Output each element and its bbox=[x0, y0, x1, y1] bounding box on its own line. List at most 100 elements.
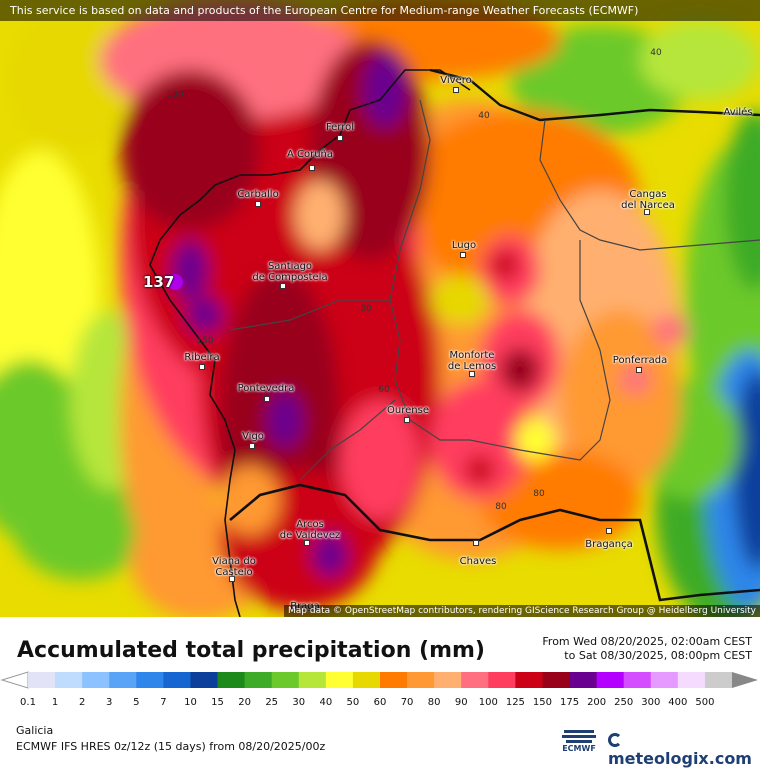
city-label: Ourense bbox=[387, 405, 429, 416]
city-label: A Coruña bbox=[286, 149, 334, 160]
city-dot bbox=[309, 165, 315, 171]
scale-tick-label: 100 bbox=[478, 697, 498, 708]
scale-swatch bbox=[380, 672, 408, 688]
city-label: Ribeira bbox=[184, 352, 220, 363]
city-dot bbox=[264, 396, 270, 402]
period-from: From Wed 08/20/2025, 02:00am CEST bbox=[542, 635, 752, 648]
city-label: Vigo bbox=[242, 431, 264, 442]
city-dot bbox=[636, 367, 642, 373]
scale-swatch bbox=[407, 672, 435, 688]
scale-swatch bbox=[623, 672, 652, 688]
city-label: Arcos de Valdevez bbox=[279, 519, 341, 541]
meteologix-logo-text: meteologix.com bbox=[608, 749, 752, 768]
scale-tick-label: 3 bbox=[106, 697, 113, 708]
scale-swatch bbox=[190, 672, 219, 688]
scale-tick-label: 250 bbox=[614, 697, 634, 708]
scale-tick-label: 150 bbox=[532, 697, 552, 708]
scale-swatch bbox=[596, 672, 625, 688]
meteologix-icon bbox=[608, 733, 622, 747]
contour-label: 40 bbox=[478, 111, 490, 121]
city-dot bbox=[229, 576, 235, 582]
city-dot bbox=[255, 201, 261, 207]
scale-tick-label: 5 bbox=[133, 697, 140, 708]
scale-swatch bbox=[217, 672, 246, 688]
map-attribution: Map data © OpenStreetMap contributors, r… bbox=[284, 605, 760, 617]
scale-swatch bbox=[82, 672, 110, 688]
region-name: Galicia bbox=[16, 724, 54, 737]
color-scale bbox=[0, 671, 758, 689]
scale-swatch bbox=[55, 672, 83, 688]
scale-tick-label: 70 bbox=[400, 697, 414, 708]
city-label: Vivero bbox=[440, 75, 472, 86]
ecmwf-notice: This service is based on data and produc… bbox=[0, 0, 760, 21]
scale-tick-label: 1 bbox=[51, 697, 59, 708]
ecmwf-logo-text: ECMWF bbox=[562, 744, 596, 753]
scale-swatch bbox=[704, 672, 733, 688]
scale-tick-label: 7 bbox=[160, 697, 167, 708]
city-dot bbox=[469, 371, 475, 377]
city-label: Lugo bbox=[451, 240, 477, 251]
ecmwf-logo: ECMWF bbox=[556, 728, 602, 753]
contour-label: 60 bbox=[378, 385, 390, 395]
scale-swatch bbox=[488, 672, 516, 688]
scale-tick-label: 125 bbox=[505, 697, 525, 708]
contour-label: 80 bbox=[360, 304, 372, 314]
city-dot bbox=[304, 540, 310, 546]
scale-tick-label: 40 bbox=[319, 697, 333, 708]
period-to: to Sat 08/30/2025, 08:00pm CEST bbox=[564, 649, 752, 662]
city-dot bbox=[453, 87, 459, 93]
scale-tick-label: 300 bbox=[641, 697, 661, 708]
city-label: Santiago de Compostela bbox=[252, 261, 328, 283]
scale-tick-label: 2 bbox=[78, 697, 86, 708]
scale-tick-label: 175 bbox=[559, 697, 580, 708]
city-label: Ferrol bbox=[325, 122, 355, 133]
city-label: Viana do Castelo bbox=[212, 556, 256, 578]
contour-label: 150 bbox=[196, 336, 214, 346]
map-field bbox=[0, 0, 760, 617]
scale-swatch bbox=[677, 672, 706, 688]
city-dot bbox=[280, 283, 286, 289]
scale-swatch bbox=[434, 672, 462, 688]
scale-tick-label: 500 bbox=[695, 697, 715, 708]
city-dot bbox=[249, 443, 255, 449]
precipitation-map[interactable]: This service is based on data and produc… bbox=[0, 0, 760, 617]
scale-tick-label: 90 bbox=[454, 697, 468, 708]
scale-swatch bbox=[109, 672, 137, 688]
city-dot bbox=[460, 252, 466, 258]
meteologix-logo[interactable]: meteologix.com bbox=[608, 730, 760, 768]
city-dot bbox=[337, 135, 343, 141]
contour-label: 80 bbox=[533, 489, 545, 499]
contour-label: 80 bbox=[495, 502, 507, 512]
scale-swatch bbox=[271, 672, 300, 688]
scale-tick-label: 20 bbox=[238, 697, 251, 708]
scale-min-arrow bbox=[0, 671, 29, 689]
city-dot bbox=[473, 540, 479, 546]
city-dot bbox=[199, 364, 205, 370]
scale-swatch bbox=[298, 672, 327, 688]
contour-label: 100 bbox=[166, 90, 184, 100]
city-label: Carballo bbox=[237, 189, 279, 200]
max-value-label: 137 bbox=[143, 273, 175, 291]
city-label: Ponferrada bbox=[612, 355, 668, 366]
scale-swatch bbox=[163, 672, 191, 688]
chart-title: Accumulated total precipitation (mm) bbox=[17, 638, 485, 663]
scale-tick-label: 60 bbox=[373, 697, 387, 708]
scale-swatch bbox=[136, 672, 164, 688]
scale-swatch bbox=[28, 672, 56, 688]
scale-swatch bbox=[461, 672, 489, 688]
scale-swatch bbox=[244, 672, 273, 688]
scale-tick-label: 15 bbox=[211, 697, 224, 708]
scale-tick-label: 50 bbox=[346, 697, 360, 708]
city-dot bbox=[606, 528, 612, 534]
scale-swatch bbox=[352, 672, 381, 688]
city-label: Cangas del Narcea bbox=[621, 189, 675, 211]
city-label: Pontevedra bbox=[237, 383, 295, 394]
scale-tick-label: 400 bbox=[668, 697, 688, 708]
scale-swatch bbox=[650, 672, 679, 688]
scale-swatch bbox=[569, 672, 598, 688]
scale-tick-label: 25 bbox=[265, 697, 279, 708]
scale-swatch bbox=[515, 672, 543, 688]
scale-tick-label: 200 bbox=[587, 697, 607, 708]
city-label: Bragança bbox=[585, 539, 633, 550]
scale-tick-label: 0.1 bbox=[20, 697, 36, 708]
